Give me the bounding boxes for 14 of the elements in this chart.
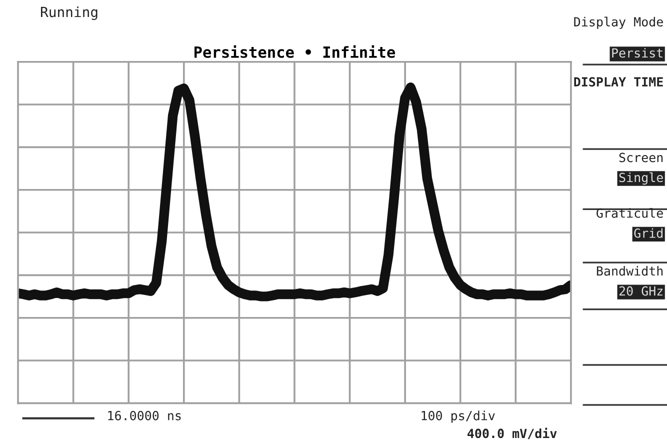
text: Single [619, 172, 663, 185]
text: Running [40, 6, 98, 20]
text: 16.0000 ns [108, 410, 181, 420]
chart-title: Persistence • Infinite [194, 45, 396, 58]
text: DISPLAY TIME [574, 77, 663, 87]
text: 400.0 mV/div [468, 428, 557, 440]
text: Display Mode [574, 16, 663, 29]
text: 20 GHz [619, 286, 662, 296]
text: Persist [612, 48, 662, 58]
text: Screen [619, 152, 663, 162]
text: Grid [634, 228, 662, 238]
text: Graticule [596, 208, 663, 218]
text: 100 ps/div [422, 410, 495, 423]
text: Bandwidth [596, 266, 663, 276]
